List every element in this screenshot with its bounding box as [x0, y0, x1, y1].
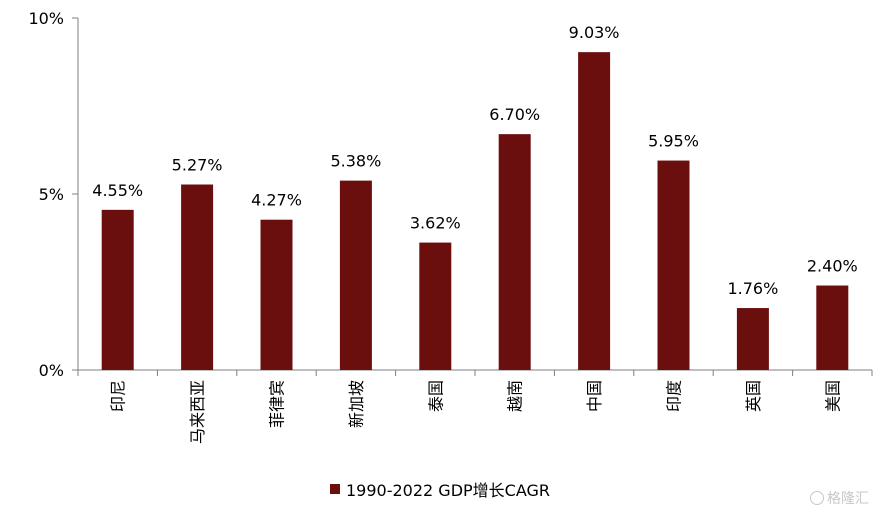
legend-swatch [330, 484, 340, 494]
bar [181, 184, 214, 370]
x-category-label: 美国 [823, 380, 842, 412]
legend: 1990-2022 GDP增长CAGR [330, 477, 550, 501]
x-category-label: 英国 [744, 380, 763, 412]
bar [816, 285, 849, 370]
bar [578, 52, 611, 370]
watermark: 格隆汇 [810, 488, 869, 508]
bar [101, 209, 134, 370]
legend-label: 1990-2022 GDP增长CAGR [346, 481, 551, 500]
x-category-label: 印尼 [109, 380, 128, 412]
data-label: 6.70% [489, 105, 540, 124]
x-category-label: 印度 [665, 380, 684, 412]
bar [657, 160, 690, 370]
bar [419, 242, 452, 370]
bar-chart: 0% 5% 10% 4.55% 印尼 5.27% 马来西亚 4.27% 菲律宾 5.38% 新加坡 3… [28, 9, 873, 444]
x-category-label: 泰国 [426, 380, 445, 412]
data-label: 5.38% [330, 152, 381, 171]
data-label: 1.76% [727, 279, 778, 298]
x-category-label: 越南 [506, 380, 525, 412]
y-tick-label: 5% [39, 185, 64, 204]
data-label: 2.40% [807, 257, 858, 276]
x-category-label: 马来西亚 [188, 380, 207, 444]
x-category-label: 新加坡 [347, 380, 366, 428]
data-label: 9.03% [569, 23, 620, 42]
bar [498, 134, 531, 370]
bar [736, 308, 769, 370]
watermark-text: 格隆汇 [827, 491, 869, 507]
y-tick-label: 10% [28, 9, 64, 28]
bar [339, 180, 372, 370]
x-category-label: 中国 [585, 380, 604, 412]
x-category-label: 菲律宾 [268, 380, 287, 428]
data-label: 5.95% [648, 132, 699, 151]
data-label: 4.55% [92, 181, 143, 200]
data-label: 4.27% [251, 191, 302, 210]
data-label: 3.62% [410, 214, 461, 233]
bar [260, 219, 293, 370]
watermark-logo-icon [810, 491, 824, 505]
y-tick-label: 0% [39, 361, 64, 380]
data-label: 5.27% [172, 155, 223, 174]
